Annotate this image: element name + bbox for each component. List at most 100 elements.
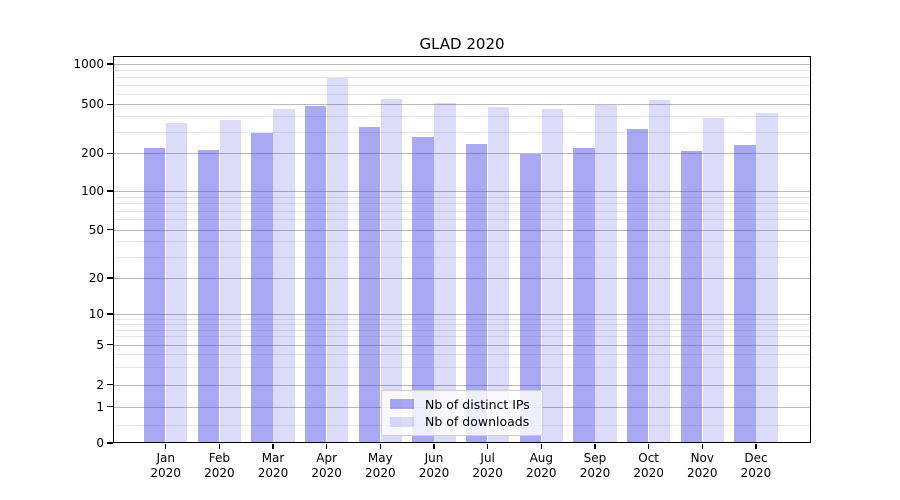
x-tick-label: Aug 2020 [526,451,557,480]
gridline-minor [114,196,810,198]
gridline-minor [114,84,810,86]
gridline-minor [114,210,810,212]
gridline-minor [114,354,810,356]
y-tick-mark [107,103,113,105]
gridline-major [114,384,810,386]
bar-distinct-ips-jan [144,147,166,443]
gridline-minor [114,323,810,325]
x-tick-label: Jan 2020 [150,451,181,480]
y-tick-mark [107,190,113,192]
y-tick-label: 5 [96,337,104,352]
bar-downloads-oct [648,99,671,443]
y-tick-mark [107,228,113,231]
gridline-minor [114,219,810,221]
gridline-major [114,314,810,315]
legend-item-downloads: Nb of downloads [390,414,534,429]
x-tick-mark [326,444,328,449]
bar-downloads-dec [756,112,778,443]
x-tick-mark [540,444,542,449]
gridline-major [114,191,810,192]
y-tick-label: 2 [96,377,104,392]
gridline-minor [114,131,810,133]
spine-bottom [113,441,811,444]
legend-label-downloads: Nb of downloads [425,414,530,430]
y-tick-label: 0 [96,436,104,450]
bar-distinct-ips-jun [412,136,434,443]
legend: Nb of distinct IPs Nb of downloads [381,390,543,436]
bar-distinct-ips-jul [465,143,488,443]
bar-downloads-aug [541,108,563,443]
bar-downloads-may [380,99,403,443]
gridline-major [114,64,810,65]
x-tick-mark [594,444,596,449]
x-tick-mark [165,444,167,449]
y-tick-label: 10 [88,307,104,321]
bar-distinct-ips-dec [734,145,756,443]
x-tick-mark [755,444,757,449]
chart-title: GLAD 2020 [419,35,505,53]
spine-left [113,56,115,443]
x-tick-mark [272,444,274,449]
spine-top [113,56,811,58]
gridline-minor [114,203,810,205]
bar-downloads-apr [326,77,349,443]
x-tick-label: Nov 2020 [687,451,718,480]
y-tick-label: 100 [81,184,104,198]
y-tick-mark [107,277,113,279]
x-tick-mark [433,444,435,449]
x-tick-label: Apr 2020 [311,451,342,480]
gridline-minor [114,336,810,338]
bar-distinct-ips-sep [573,147,595,443]
x-tick-mark [218,444,220,449]
bar-distinct-ips-feb [197,149,220,443]
x-tick-label: Jun 2020 [418,451,450,480]
bar-distinct-ips-mar [251,133,273,443]
bar-downloads-jan [166,123,188,443]
legend-swatch-distinct-ips [390,399,414,410]
gridline-minor [114,241,810,243]
gridline-minor [114,366,810,368]
x-tick-label: May 2020 [365,451,396,480]
y-tick-mark [107,442,113,444]
plot-area: Nb of distinct IPs Nb of downloads [113,56,811,444]
gridline-major [114,153,810,155]
bar-distinct-ips-nov [680,150,702,443]
bar-downloads-mar [273,109,295,443]
gridline-major [114,344,810,346]
gridline-minor [114,256,810,258]
bar-distinct-ips-apr [304,106,327,443]
x-tick-mark [487,444,489,449]
y-tick-mark [107,405,113,408]
x-tick-mark [701,444,703,449]
bar-downloads-feb [219,120,242,443]
gridline-minor [114,70,810,72]
bar-distinct-ips-aug [519,154,541,443]
y-tick-mark [107,63,113,65]
gridline-major [114,278,810,279]
x-tick-mark [379,444,381,449]
gridline-minor [114,116,810,118]
y-tick-label: 500 [81,97,104,112]
x-tick-label: Dec 2020 [740,451,772,480]
y-tick-mark [107,343,113,346]
bar-downloads-jun [434,103,456,443]
x-tick-mark [648,444,650,449]
y-tick-mark [107,383,113,386]
gridline-minor [114,318,810,320]
y-tick-mark [107,313,113,315]
y-tick-label: 20 [88,271,104,285]
legend-label-distinct-ips: Nb of distinct IPs [425,396,530,412]
legend-swatch-downloads [390,416,414,427]
x-tick-label: Sep 2020 [579,451,611,480]
gridline-minor [114,76,810,78]
legend-item-distinct-ips: Nb of distinct IPs [390,397,534,412]
bar-distinct-ips-oct [626,129,649,443]
gridline-minor [114,93,810,95]
y-tick-label: 50 [88,222,104,237]
gridline-minor [114,329,810,331]
x-tick-label: Jul 2020 [472,451,503,480]
bar-downloads-sep [595,105,617,443]
spine-right [809,56,811,443]
y-tick-label: 1000 [73,57,104,71]
